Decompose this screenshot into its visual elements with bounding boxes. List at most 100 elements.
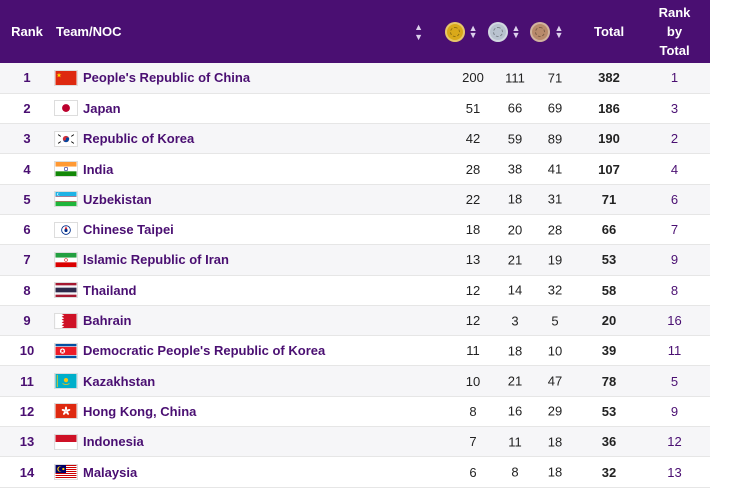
japan-flag-icon xyxy=(54,100,78,117)
dprk-flag-icon xyxy=(54,342,78,359)
row-silver: 14 xyxy=(507,282,523,298)
row-total: 382 xyxy=(598,70,620,86)
table-row[interactable]: 4 India 28 38 41 107 4 xyxy=(0,153,711,185)
medal-table: Rank Team/NOC ▲ ▼ ▲ ▼ ▲ ▼ ▲ ▼ Total Rank by To… xyxy=(0,0,711,488)
row-rank: 14 xyxy=(19,464,35,480)
silver-medal-header[interactable]: ▲ ▼ xyxy=(487,21,521,42)
row-rank: 2 xyxy=(23,100,31,116)
row-rank-by-total: 2 xyxy=(670,131,679,147)
table-row[interactable]: 2 Japan 51 66 69 186 3 xyxy=(0,93,711,124)
korea-flag-icon xyxy=(54,130,78,147)
row-silver-bronze: 8 18 xyxy=(491,457,579,487)
row-gold: 8 xyxy=(469,403,477,419)
row-silver-bronze: 21 47 xyxy=(491,366,579,396)
team-link[interactable]: Democratic People's Republic of Korea xyxy=(83,343,326,359)
row-rank-by-total: 13 xyxy=(667,464,682,480)
team-link[interactable]: Republic of Korea xyxy=(83,131,195,147)
row-gold: 18 xyxy=(465,222,481,238)
sort-icon[interactable]: ▲ ▼ xyxy=(554,22,564,40)
team-link[interactable]: Indonesia xyxy=(83,434,144,450)
kazakhstan-flag-icon xyxy=(54,373,78,390)
row-rank-by-total: 16 xyxy=(667,313,682,329)
row-silver: 20 xyxy=(507,222,523,238)
row-total: 36 xyxy=(601,434,617,450)
team-link[interactable]: Kazakhstan xyxy=(83,373,156,389)
row-silver: 16 xyxy=(507,403,523,419)
row-team: Kazakhstan xyxy=(54,366,429,396)
table-row[interactable]: 11 Kazakhstan 10 21 47 78 5 xyxy=(0,365,711,397)
table-row[interactable]: 7 Islamic Republic of Iran 13 21 19 53 9 xyxy=(0,244,711,276)
row-rank: 12 xyxy=(19,403,35,419)
row-gold: 12 xyxy=(465,282,481,298)
row-gold: 6 xyxy=(469,464,477,480)
row-rank-by-total: 1 xyxy=(670,70,679,86)
sort-icon[interactable]: ▲ ▼ xyxy=(468,22,478,40)
bronze-medal-header[interactable]: ▲ ▼ xyxy=(530,21,564,42)
row-team: Uzbekistan xyxy=(54,184,429,214)
header-rank[interactable]: Rank xyxy=(11,24,43,39)
india-flag-icon xyxy=(54,161,78,178)
row-bronze: 71 xyxy=(547,70,563,86)
table-row[interactable]: 9 Bahrain 12 3 5 20 16 xyxy=(0,305,711,336)
row-silver-bronze: 11 18 xyxy=(491,427,579,457)
row-silver-bronze: 38 41 xyxy=(491,154,579,184)
row-team: Japan xyxy=(54,93,429,123)
table-row[interactable]: 6 Chinese Taipei 18 20 28 66 7 xyxy=(0,214,711,245)
team-link[interactable]: Bahrain xyxy=(83,313,132,329)
row-silver-bronze: 111 71 xyxy=(491,63,579,93)
row-bronze: 18 xyxy=(547,434,563,450)
table-row[interactable]: 5 Uzbekistan 22 18 31 71 6 xyxy=(0,184,711,215)
team-link[interactable]: Uzbekistan xyxy=(83,191,152,207)
table-row[interactable]: 8 Thailand 12 14 32 58 8 xyxy=(0,275,711,306)
table-row[interactable]: 12 Hong Kong, China 8 16 29 53 9 xyxy=(0,396,711,427)
team-link[interactable]: India xyxy=(83,161,114,177)
table-row[interactable]: 1 People's Republic of China 200 111 71 382 1 xyxy=(0,63,711,94)
team-link[interactable]: Hong Kong, China xyxy=(83,403,197,419)
row-team: Bahrain xyxy=(54,305,429,335)
table-row[interactable]: 3 Republic of Korea 42 59 89 190 2 xyxy=(0,123,711,154)
row-silver-bronze: 18 10 xyxy=(491,336,579,366)
row-silver-bronze: 66 69 xyxy=(491,93,579,123)
row-bronze: 18 xyxy=(547,464,563,480)
table-row[interactable]: 13 Indonesia 7 11 18 36 12 xyxy=(0,426,711,457)
row-rank-by-total: 5 xyxy=(670,373,679,389)
row-silver: 59 xyxy=(507,131,523,147)
row-silver-bronze: 16 29 xyxy=(491,396,579,426)
row-silver: 8 xyxy=(511,464,519,480)
team-link[interactable]: Thailand xyxy=(83,282,137,298)
row-silver-bronze: 18 31 xyxy=(491,184,579,214)
row-rank: 4 xyxy=(23,161,31,177)
team-link[interactable]: Islamic Republic of Iran xyxy=(83,252,229,268)
row-bronze: 28 xyxy=(547,222,563,238)
header-total[interactable]: Total xyxy=(593,24,625,39)
row-rank: 13 xyxy=(19,434,35,450)
row-team: India xyxy=(54,154,429,184)
row-rank-by-total: 4 xyxy=(670,161,679,177)
table-row[interactable]: 14 Malaysia 6 8 18 32 13 xyxy=(0,456,711,488)
row-team: Malaysia xyxy=(54,457,429,487)
row-silver: 18 xyxy=(507,343,523,359)
team-link[interactable]: Malaysia xyxy=(83,464,138,480)
row-total: 53 xyxy=(601,252,617,268)
row-rank-by-total: 9 xyxy=(670,403,679,419)
malaysia-flag-icon xyxy=(54,464,78,480)
row-total: 58 xyxy=(601,282,617,298)
row-total: 190 xyxy=(598,131,620,147)
header-team[interactable]: Team/NOC ▲ ▼ xyxy=(54,0,429,63)
row-bronze: 41 xyxy=(547,161,563,177)
row-rank-by-total: 3 xyxy=(670,100,679,116)
team-link[interactable]: People's Republic of China xyxy=(83,70,251,86)
table-row[interactable]: 10 Democratic People's Republic of Korea 1… xyxy=(0,335,711,366)
sort-icon[interactable]: ▲ ▼ xyxy=(414,21,423,42)
sort-icon[interactable]: ▲ ▼ xyxy=(511,22,521,40)
header-rank-by-total[interactable]: Rank by Total xyxy=(658,5,691,58)
gold-medal-header[interactable]: ▲ ▼ xyxy=(444,21,478,42)
row-rank: 3 xyxy=(23,131,31,147)
medal-table-container: Rank Team/NOC ▲ ▼ ▲ ▼ ▲ ▼ ▲ ▼ Total Rank by To… xyxy=(0,0,711,488)
china-flag-icon xyxy=(54,69,78,86)
header-team-label: Team/NOC xyxy=(56,24,122,39)
row-silver: 21 xyxy=(507,252,523,268)
team-link[interactable]: Japan xyxy=(83,100,121,116)
team-link[interactable]: Chinese Taipei xyxy=(83,222,174,238)
